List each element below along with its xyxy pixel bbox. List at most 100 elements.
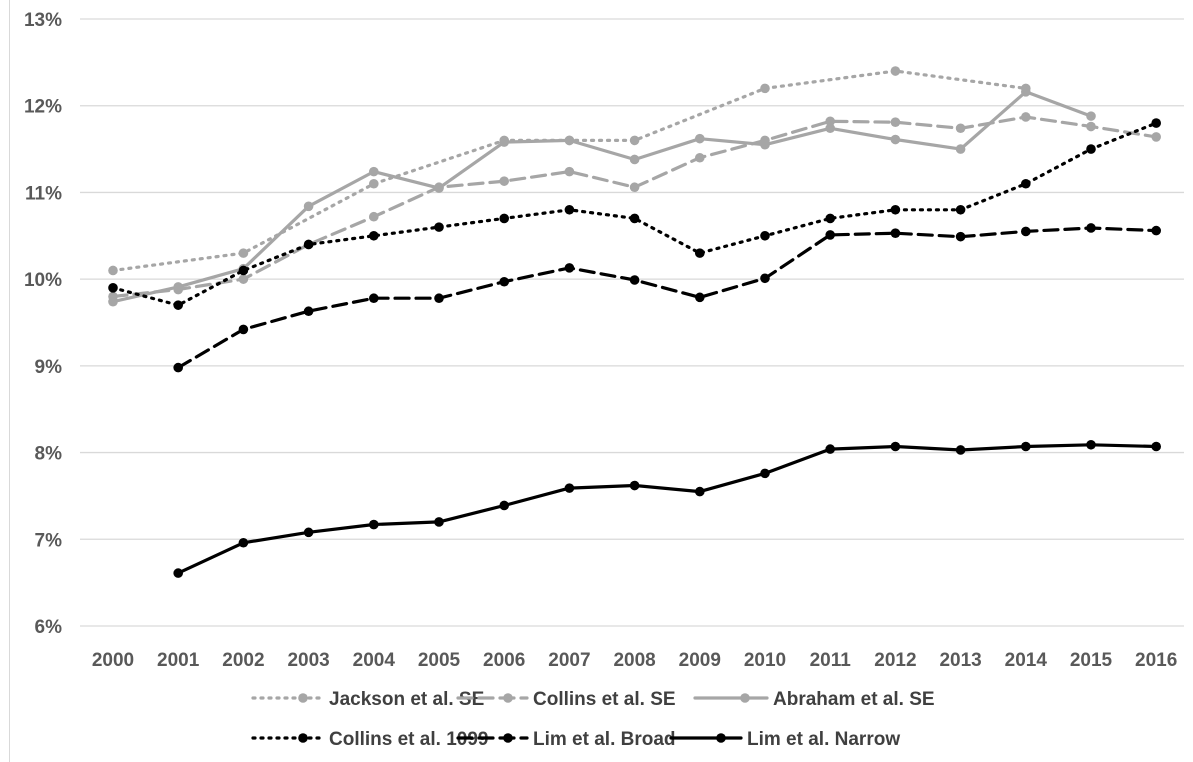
data-point <box>695 486 705 497</box>
legend-swatch-marker <box>503 693 513 703</box>
series-collins-et-al-1099 <box>108 118 1161 310</box>
data-point <box>564 204 575 215</box>
series-lim-et-al-broad <box>173 223 1161 373</box>
data-point <box>499 213 510 224</box>
legend: Jackson et al. SE Collins et al. SE Abraha… <box>251 689 935 750</box>
y-tick-label: 10% <box>24 270 62 291</box>
data-point <box>434 517 444 527</box>
data-point <box>760 273 770 284</box>
data-point <box>369 178 379 189</box>
y-tick-label: 11% <box>25 183 62 204</box>
series-line-collins-et-al-1099 <box>111 121 1158 307</box>
data-point <box>825 230 835 240</box>
data-point <box>369 293 379 304</box>
series-abraham-et-al-se <box>108 87 1096 307</box>
x-tick-label: 2012 <box>874 650 916 671</box>
data-point <box>238 537 249 548</box>
y-tick-label: 6% <box>35 617 63 638</box>
data-point <box>108 265 118 276</box>
data-point <box>564 483 575 493</box>
x-tick-label: 2015 <box>1070 650 1113 671</box>
data-point <box>1086 121 1096 132</box>
data-point <box>369 230 379 241</box>
data-point <box>760 468 770 479</box>
data-point <box>890 117 901 127</box>
data-point <box>303 527 314 538</box>
legend-swatch-marker <box>298 733 308 743</box>
x-tick-label: 2009 <box>679 650 721 671</box>
data-point <box>695 133 705 144</box>
data-point <box>564 263 575 273</box>
x-tick-label: 2007 <box>548 650 590 671</box>
data-point <box>369 166 379 177</box>
legend-label: Lim et al. Broad <box>533 729 676 750</box>
data-point <box>564 135 575 146</box>
data-point <box>434 183 444 193</box>
series-collins-et-al-se <box>108 112 1161 302</box>
data-point <box>890 441 901 452</box>
y-tick-label: 9% <box>35 357 63 378</box>
data-point <box>955 445 966 455</box>
x-tick-label: 2000 <box>92 650 134 671</box>
x-tick-label: 2008 <box>613 650 655 671</box>
legend-item-collins-et-al-se: Collins et al. SE <box>456 689 676 710</box>
x-tick-label: 2014 <box>1005 650 1048 671</box>
legend-swatch-marker <box>740 693 750 703</box>
series-line-lim-et-al-broad <box>176 226 1158 370</box>
x-tick-label: 2013 <box>939 650 981 671</box>
y-tick-label: 12% <box>24 97 62 118</box>
data-point <box>695 292 705 303</box>
data-point <box>955 204 966 215</box>
legend-item-abraham-et-al-se: Abraham et al. SE <box>693 689 935 710</box>
data-point <box>890 228 901 238</box>
legend-swatch-marker <box>503 733 513 743</box>
data-point <box>499 137 510 147</box>
series-line-abraham-et-al-se <box>111 90 1093 304</box>
y-axis-ticks: 6% 7% 8% 9% 10% 11% 12% 13% <box>24 10 62 638</box>
data-point <box>695 152 705 163</box>
data-point <box>499 176 510 186</box>
data-point <box>825 123 835 134</box>
data-point <box>499 500 510 511</box>
data-point <box>369 519 379 530</box>
data-point <box>434 222 444 232</box>
x-tick-label: 2010 <box>744 650 786 671</box>
series-group <box>108 66 1161 578</box>
legend-label: Abraham et al. SE <box>773 689 935 710</box>
data-point <box>108 296 118 307</box>
legend-item-lim-et-al-narrow: Lim et al. Narrow <box>669 729 900 750</box>
data-point <box>173 282 183 292</box>
data-point <box>629 275 640 285</box>
legend-swatch-marker <box>716 733 726 743</box>
data-point <box>890 134 901 145</box>
data-point <box>890 66 901 76</box>
data-point <box>238 274 249 284</box>
legend-item-jackson-et-al-se: Jackson et al. SE <box>251 689 484 710</box>
x-tick-label: 2011 <box>810 650 852 671</box>
data-point <box>629 480 640 491</box>
data-point <box>173 362 183 373</box>
data-point <box>499 276 510 287</box>
data-point <box>1151 441 1161 452</box>
data-point <box>955 231 966 242</box>
legend-item-collins-et-al-1099: Collins et al. 1099 <box>251 729 488 750</box>
x-tick-label: 2002 <box>222 650 264 671</box>
data-point <box>955 123 966 134</box>
data-point <box>1021 112 1031 122</box>
data-point <box>173 568 183 578</box>
data-point <box>1086 111 1096 121</box>
data-point <box>825 213 835 224</box>
x-tick-label: 2003 <box>287 650 329 671</box>
data-point <box>760 83 770 94</box>
data-point <box>760 139 770 150</box>
data-point <box>434 293 444 304</box>
x-tick-label: 2001 <box>157 650 200 671</box>
data-point <box>1151 225 1161 236</box>
data-point <box>303 239 314 250</box>
series-lim-et-al-narrow <box>173 439 1161 578</box>
x-tick-label: 2016 <box>1135 650 1177 671</box>
data-point <box>825 444 835 454</box>
data-point <box>825 116 835 127</box>
legend-label: Collins et al. 1099 <box>329 729 488 750</box>
data-point <box>629 182 640 193</box>
